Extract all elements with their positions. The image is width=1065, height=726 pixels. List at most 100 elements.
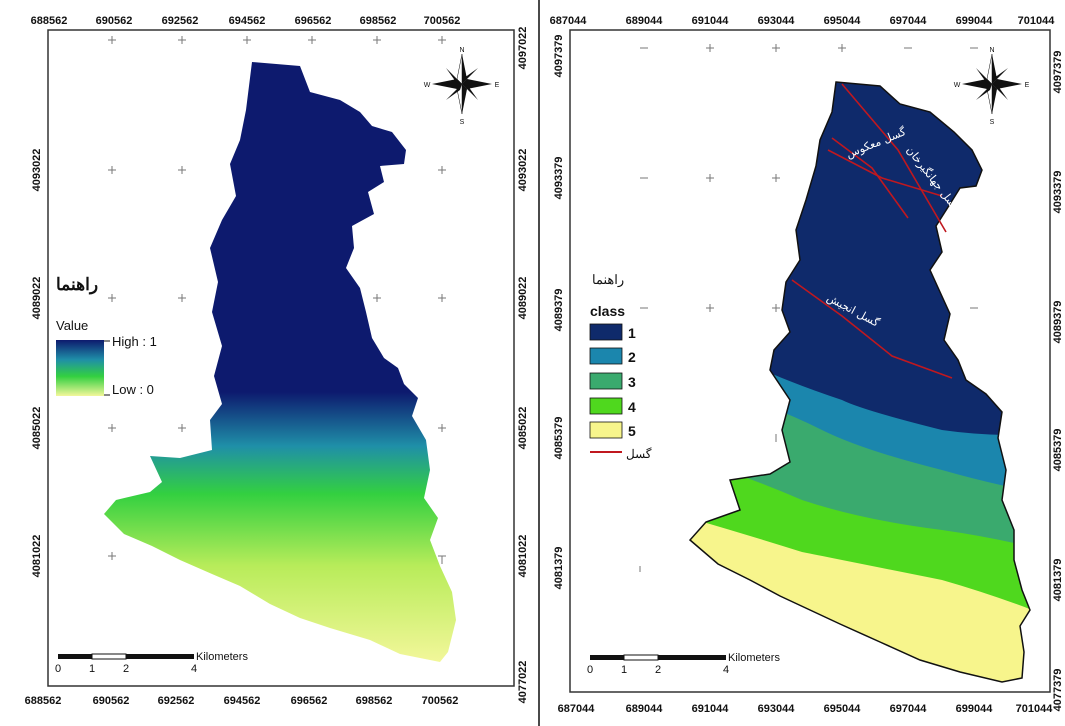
- right-scale-label: 2: [655, 664, 661, 676]
- left-x-tick-top: 700562: [424, 15, 461, 27]
- right-scale-label: 1: [621, 664, 627, 676]
- fault-line: [827, 149, 943, 197]
- left-y-tick-right: 4081022: [517, 535, 529, 578]
- right-legend: راهنما class 1 2 3 4 5 گسل: [589, 272, 652, 461]
- legend-swatch-class-1: [589, 323, 623, 341]
- left-y-tick-left: 4089022: [31, 277, 43, 320]
- left-y-tick-right: 4077022: [517, 661, 529, 704]
- legend-swatch-class-2: [589, 347, 623, 365]
- left-x-tick-bottom: 696562: [291, 695, 328, 707]
- right-x-tick-bottom: 699044: [956, 703, 994, 715]
- right-map-svg: گسل جهانگیرخان گسل معکوس گسل انجیش N S E…: [550, 15, 1064, 715]
- legend-label-class-5: 5: [628, 423, 636, 439]
- legend-label-class-2: 2: [628, 349, 636, 365]
- right-y-tick-right: 4093379: [1052, 171, 1064, 214]
- left-legend-title: راهنما: [56, 275, 98, 295]
- fault-lines: [791, 83, 953, 379]
- left-x-ticks-bottom: 688562 690562 692562 694562 696562 69856…: [25, 695, 459, 707]
- left-y-tick-left: 4093022: [31, 149, 43, 192]
- right-x-tick-top: 695044: [824, 15, 862, 27]
- right-y-tick-left: 4097379: [553, 35, 565, 78]
- right-y-tick-right: 4085379: [1052, 429, 1064, 472]
- left-scalebar: 0 1 2 4 Kilometers: [55, 651, 249, 675]
- right-x-tick-bottom: 697044: [890, 703, 928, 715]
- left-y-tick-right: 4093022: [517, 149, 529, 192]
- right-x-tick-bottom: 701044: [1016, 703, 1054, 715]
- left-y-tick-right: 4085022: [517, 407, 529, 450]
- right-x-tick-bottom: 695044: [824, 703, 862, 715]
- right-y-tick-right: 4077379: [1052, 669, 1064, 712]
- right-north-e: E: [1025, 82, 1030, 89]
- right-scale-label: 0: [587, 664, 593, 676]
- legend-label-class-4: 4: [628, 399, 636, 415]
- legend-swatch-class-3: [589, 372, 623, 390]
- right-north-s: S: [990, 119, 995, 126]
- fault-line: [841, 83, 947, 233]
- left-x-ticks-top: 688562 690562 692562 694562 696562 69856…: [31, 15, 461, 27]
- left-x-tick-top: 696562: [295, 15, 332, 27]
- legend-label-class-1: 1: [628, 325, 636, 341]
- right-y-tick-left: 4081379: [553, 547, 565, 590]
- left-x-tick-top: 688562: [31, 15, 68, 27]
- left-legend-low: Low : 0: [112, 382, 154, 397]
- right-legend-title: راهنما: [592, 272, 624, 288]
- right-x-tick-bottom: 689044: [626, 703, 664, 715]
- right-north-n: N: [989, 47, 994, 54]
- right-x-tick-top: 691044: [692, 15, 730, 27]
- left-scale-label: 4: [191, 663, 197, 675]
- left-x-tick-bottom: 698562: [356, 695, 393, 707]
- right-y-tick-left: 4089379: [553, 289, 565, 332]
- left-x-tick-top: 698562: [360, 15, 397, 27]
- right-y-ticks-left: 4097379 4093379 4089379 4085379 4081379: [553, 35, 565, 590]
- right-x-tick-top: 689044: [626, 15, 664, 27]
- left-map-svg: N S E W 688562 690562 692562 694562 6965…: [25, 15, 529, 707]
- right-scale-label: 4: [723, 664, 729, 676]
- right-x-tick-top: 697044: [890, 15, 928, 27]
- left-x-tick-bottom: 688562: [25, 695, 62, 707]
- left-x-tick-top: 692562: [162, 15, 199, 27]
- right-y-tick-right: 4097379: [1052, 51, 1064, 94]
- legend-swatch-class-4: [589, 397, 623, 415]
- right-y-ticks-right: 4097379 4093379 4089379 4085379 4081379 …: [1052, 51, 1064, 712]
- left-x-tick-bottom: 694562: [224, 695, 261, 707]
- left-y-tick-left: 4085022: [31, 407, 43, 450]
- left-legend-high: High : 1: [112, 334, 157, 349]
- right-map-frame: [569, 29, 1051, 693]
- left-north-s: S: [460, 119, 465, 126]
- left-y-tick-right: 4089022: [517, 277, 529, 320]
- right-y-tick-right: 4089379: [1052, 301, 1064, 344]
- right-x-tick-top: 687044: [550, 15, 588, 27]
- left-scale-unit: Kilometers: [196, 651, 248, 663]
- left-y-ticks-right: 4097022 4093022 4089022 4085022 4081022 …: [517, 27, 529, 704]
- left-y-tick-left: 4081022: [31, 535, 43, 578]
- right-map-panel: گسل جهانگیرخان گسل معکوس گسل انجیش N S E…: [542, 0, 1065, 726]
- right-y-tick-right: 4081379: [1052, 559, 1064, 602]
- left-legend-ramp: [56, 340, 104, 396]
- legend-label-class-3: 3: [628, 374, 636, 390]
- left-legend: راهنما Value High : 1 Low : 0: [56, 275, 157, 397]
- left-scale-label: 1: [89, 663, 95, 675]
- left-y-ticks-left: 4093022 4089022 4085022 4081022: [31, 149, 43, 578]
- right-x-tick-top: 701044: [1018, 15, 1056, 27]
- fault-line: [831, 137, 909, 219]
- legend-fault-label: گسل: [626, 447, 652, 461]
- right-x-tick-bottom: 691044: [692, 703, 730, 715]
- right-scale-unit: Kilometers: [728, 652, 780, 664]
- left-north-n: N: [459, 47, 464, 54]
- left-x-tick-top: 694562: [229, 15, 266, 27]
- right-x-tick-bottom: 693044: [758, 703, 796, 715]
- left-x-tick-bottom: 700562: [422, 695, 459, 707]
- right-scalebar: 0 1 2 4 Kilometers: [587, 652, 781, 676]
- left-scale-label: 2: [123, 663, 129, 675]
- class-1-zone: [690, 82, 1030, 435]
- right-x-ticks-bottom: 687044 689044 691044 693044 695044 69704…: [558, 703, 1054, 715]
- right-basin-classes: [690, 82, 1030, 682]
- left-north-w: W: [424, 82, 431, 89]
- left-north-e: E: [495, 82, 500, 89]
- legend-swatch-class-5: [589, 421, 623, 439]
- left-x-tick-bottom: 690562: [93, 695, 130, 707]
- right-y-tick-left: 4085379: [553, 417, 565, 460]
- fault-line: [791, 279, 953, 379]
- right-x-tick-top: 699044: [956, 15, 994, 27]
- panel-divider: [538, 0, 540, 726]
